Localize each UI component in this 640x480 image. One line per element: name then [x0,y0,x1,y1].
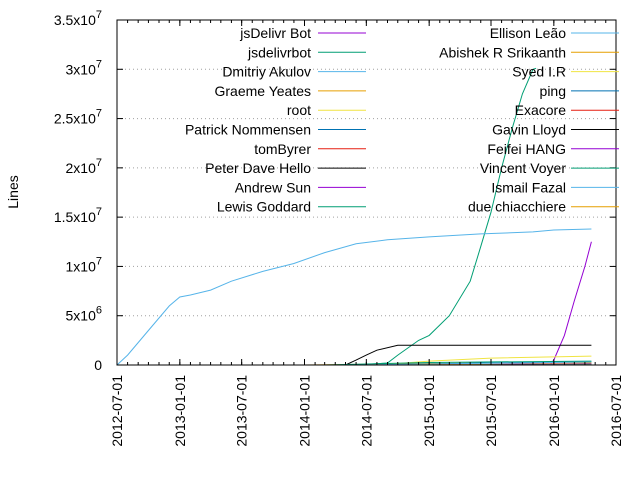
legend-label: Dmitriy Akulov [222,64,311,80]
y-tick-label: 2x107 [66,157,102,176]
legend-label: Exacore [515,102,567,118]
x-tick-label: 2015-07-01 [483,375,499,447]
legend-label: Syed I.R [512,64,566,80]
legend-label: due chiacchiere [468,199,566,215]
legend-label: Ellison Leão [490,25,566,41]
legend-label: Ismail Fazal [491,179,566,195]
x-tick-label: 2013-07-01 [234,375,250,447]
legend-label: Lewis Goddard [217,199,311,215]
y-tick-label: 3x107 [66,58,102,77]
legend-label: root [287,102,311,118]
series-line-0 [549,241,592,366]
x-tick-label: 2015-01-01 [421,375,437,447]
y-tick-label: 2.5x107 [54,108,102,127]
legend: jsDelivr Bot jsdelivrbot Dmitriy Akulov Gra… [185,25,619,215]
legend-label: tomByrer [254,141,311,157]
legend-label: Andrew Sun [235,179,311,195]
y-axis-label: Lines [5,175,21,208]
legend-label: Graeme Yeates [214,83,311,99]
x-tick-label: 2016-07-01 [608,375,624,447]
legend-label: Feifei HANG [487,141,566,157]
legend-label: jsDelivr Bot [239,25,311,41]
y-tick-label: 5x106 [66,305,102,324]
series-line-2 [116,228,592,366]
x-tick-label: 2013-01-01 [172,375,188,447]
series-line-7 [345,344,592,366]
legend-label: Abishek R Srikaanth [439,44,566,60]
y-axis: 0 5x106 1x107 1.5x107 2x107 2.5x107 3x107 3.5x1… [54,9,616,373]
y-tick-label: 3.5x107 [54,9,102,28]
x-tick-label: 2014-07-01 [358,375,374,447]
x-tick-label: 2014-01-01 [297,375,313,447]
y-tick-label: 0 [94,357,102,373]
legend-label: Patrick Nommensen [185,122,311,138]
series-line-1 [356,67,537,366]
x-axis: 2012-07-01 2013-01-01 2013-07-01 2014-01-01… [109,20,624,447]
y-tick-label: 1.5x107 [54,206,102,225]
x-tick-label: 2012-07-01 [109,375,125,447]
legend-label: Vincent Voyer [480,160,566,176]
legend-label: Gavin Lloyd [492,122,566,138]
y-tick-label: 1x107 [66,255,102,274]
x-tick-label: 2016-01-01 [546,375,562,447]
legend-label: ping [540,83,566,99]
legend-label: jsdelivrbot [247,44,311,60]
legend-label: Peter Dave Hello [205,160,311,176]
